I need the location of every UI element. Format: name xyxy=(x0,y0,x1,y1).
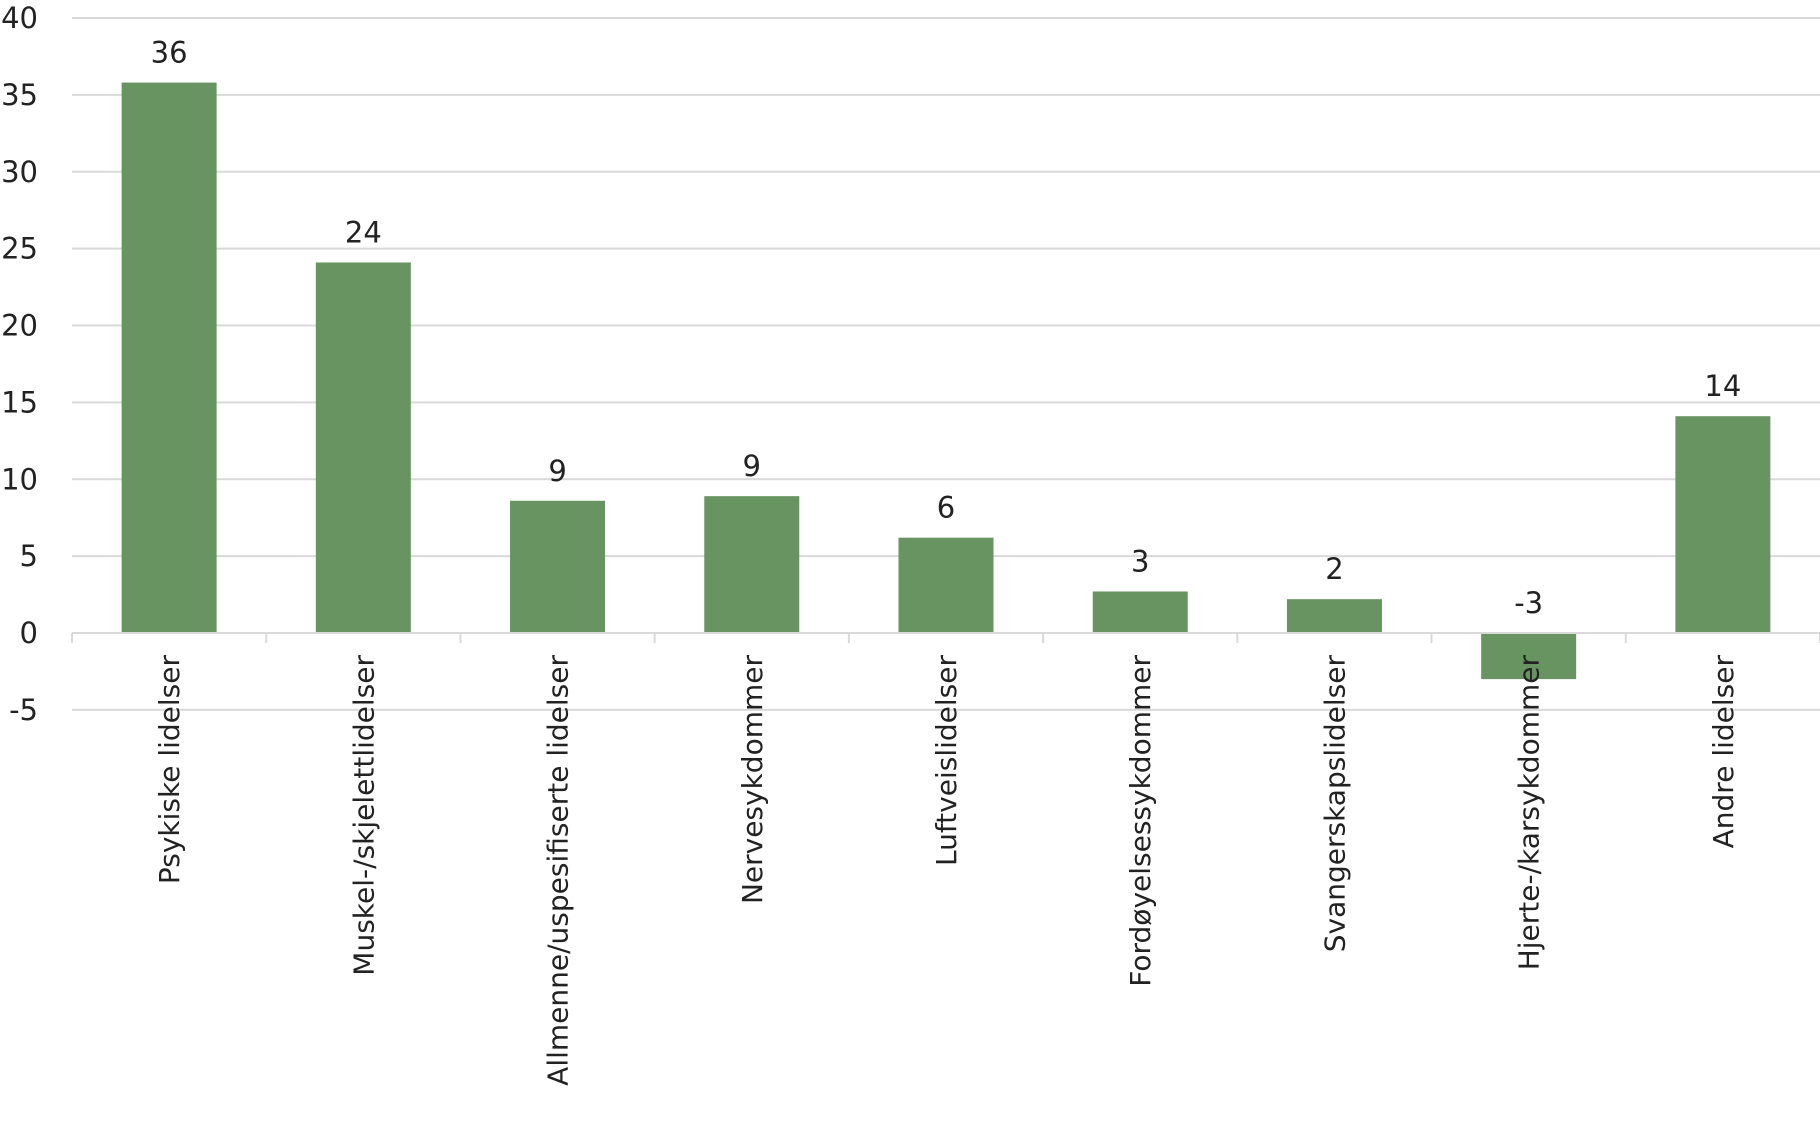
category-label: Muskel-/skjelettlidelser xyxy=(347,655,380,976)
y-tick-label: 10 xyxy=(1,462,38,496)
y-tick-label: 30 xyxy=(1,155,38,189)
category-labels: Psykiske lidelser Muskel-/skjelettlidelse… xyxy=(153,655,1740,1086)
category-label: Hjerte-/karsykdommer xyxy=(1513,655,1546,971)
data-label: 6 xyxy=(937,491,955,525)
bar xyxy=(121,82,217,633)
y-tick-label: -5 xyxy=(9,693,38,727)
data-labels: 36 24 9 9 6 3 2 -3 14 xyxy=(151,36,1742,620)
data-label: 9 xyxy=(743,449,761,483)
y-tick-label: 40 xyxy=(1,1,38,35)
category-label: Fordøyelsessykdommer xyxy=(1124,655,1157,987)
category-label: Allmenne/uspesifiserte lidelser xyxy=(542,655,575,1086)
y-tick-label: 25 xyxy=(1,232,38,266)
category-label: Psykiske lidelser xyxy=(153,655,186,885)
bar xyxy=(1092,591,1188,633)
y-axis-ticks: -5 0 5 10 15 20 25 30 35 40 xyxy=(1,1,38,727)
bar xyxy=(898,537,994,633)
category-label: Andre lidelser xyxy=(1707,655,1740,849)
bar xyxy=(1675,416,1771,633)
bar xyxy=(1286,599,1382,633)
bar xyxy=(315,262,411,633)
data-label: 9 xyxy=(548,454,566,488)
y-tick-label: 5 xyxy=(20,539,38,573)
bar xyxy=(510,500,606,633)
y-tick-label: 35 xyxy=(1,78,38,112)
bar xyxy=(704,496,800,633)
y-tick-label: 0 xyxy=(20,616,38,650)
data-label: 36 xyxy=(151,36,188,70)
x-axis xyxy=(71,632,1820,643)
y-tick-label: 15 xyxy=(1,385,38,419)
data-label: -3 xyxy=(1514,586,1543,620)
data-label: 14 xyxy=(1704,369,1741,403)
data-label: 3 xyxy=(1131,544,1149,578)
bars xyxy=(121,82,1771,680)
bar xyxy=(1481,633,1577,680)
category-label: Svangerskapslidelser xyxy=(1318,655,1351,953)
data-label: 2 xyxy=(1325,552,1343,586)
category-label: Nervesykdommer xyxy=(736,655,769,905)
category-label: Luftveislidelser xyxy=(930,655,963,867)
data-label: 24 xyxy=(345,215,382,249)
y-tick-label: 20 xyxy=(1,309,38,343)
